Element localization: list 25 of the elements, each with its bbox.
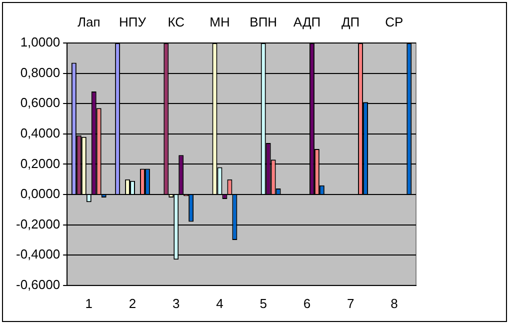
text: НПУ: [119, 14, 147, 30]
x-tick-label: 6: [303, 296, 311, 311]
x-tick-label: 8: [390, 296, 398, 311]
y-tick-label: 0,8000: [20, 64, 60, 80]
text: ВПН: [250, 14, 278, 30]
y-tick-label: 0,6000: [20, 95, 60, 110]
y-tick-label: -0,2000: [16, 216, 60, 232]
x-tick-label: 5: [260, 296, 267, 311]
text: МН: [210, 14, 230, 30]
text: СР: [385, 14, 404, 30]
x-tick-label: 4: [216, 296, 224, 311]
text: Лап: [77, 14, 100, 30]
x-tick-label: 3: [172, 296, 180, 311]
y-tick-label: 0,2000: [20, 156, 60, 171]
x-tick-label: 2: [128, 296, 136, 311]
y-tick-label: 0,4000: [20, 125, 60, 140]
text: АДП: [293, 14, 321, 30]
text: ДП: [342, 14, 360, 30]
y-tick-label: -0,6000: [16, 276, 60, 292]
x-tick-label: 1: [85, 296, 93, 311]
y-tick-label: 1,0000: [20, 34, 60, 50]
y-tick-label: -0,4000: [16, 246, 60, 262]
y-tick-label: 0,0000: [20, 186, 60, 202]
text: КС: [168, 14, 185, 30]
x-tick-label: 7: [346, 296, 354, 311]
